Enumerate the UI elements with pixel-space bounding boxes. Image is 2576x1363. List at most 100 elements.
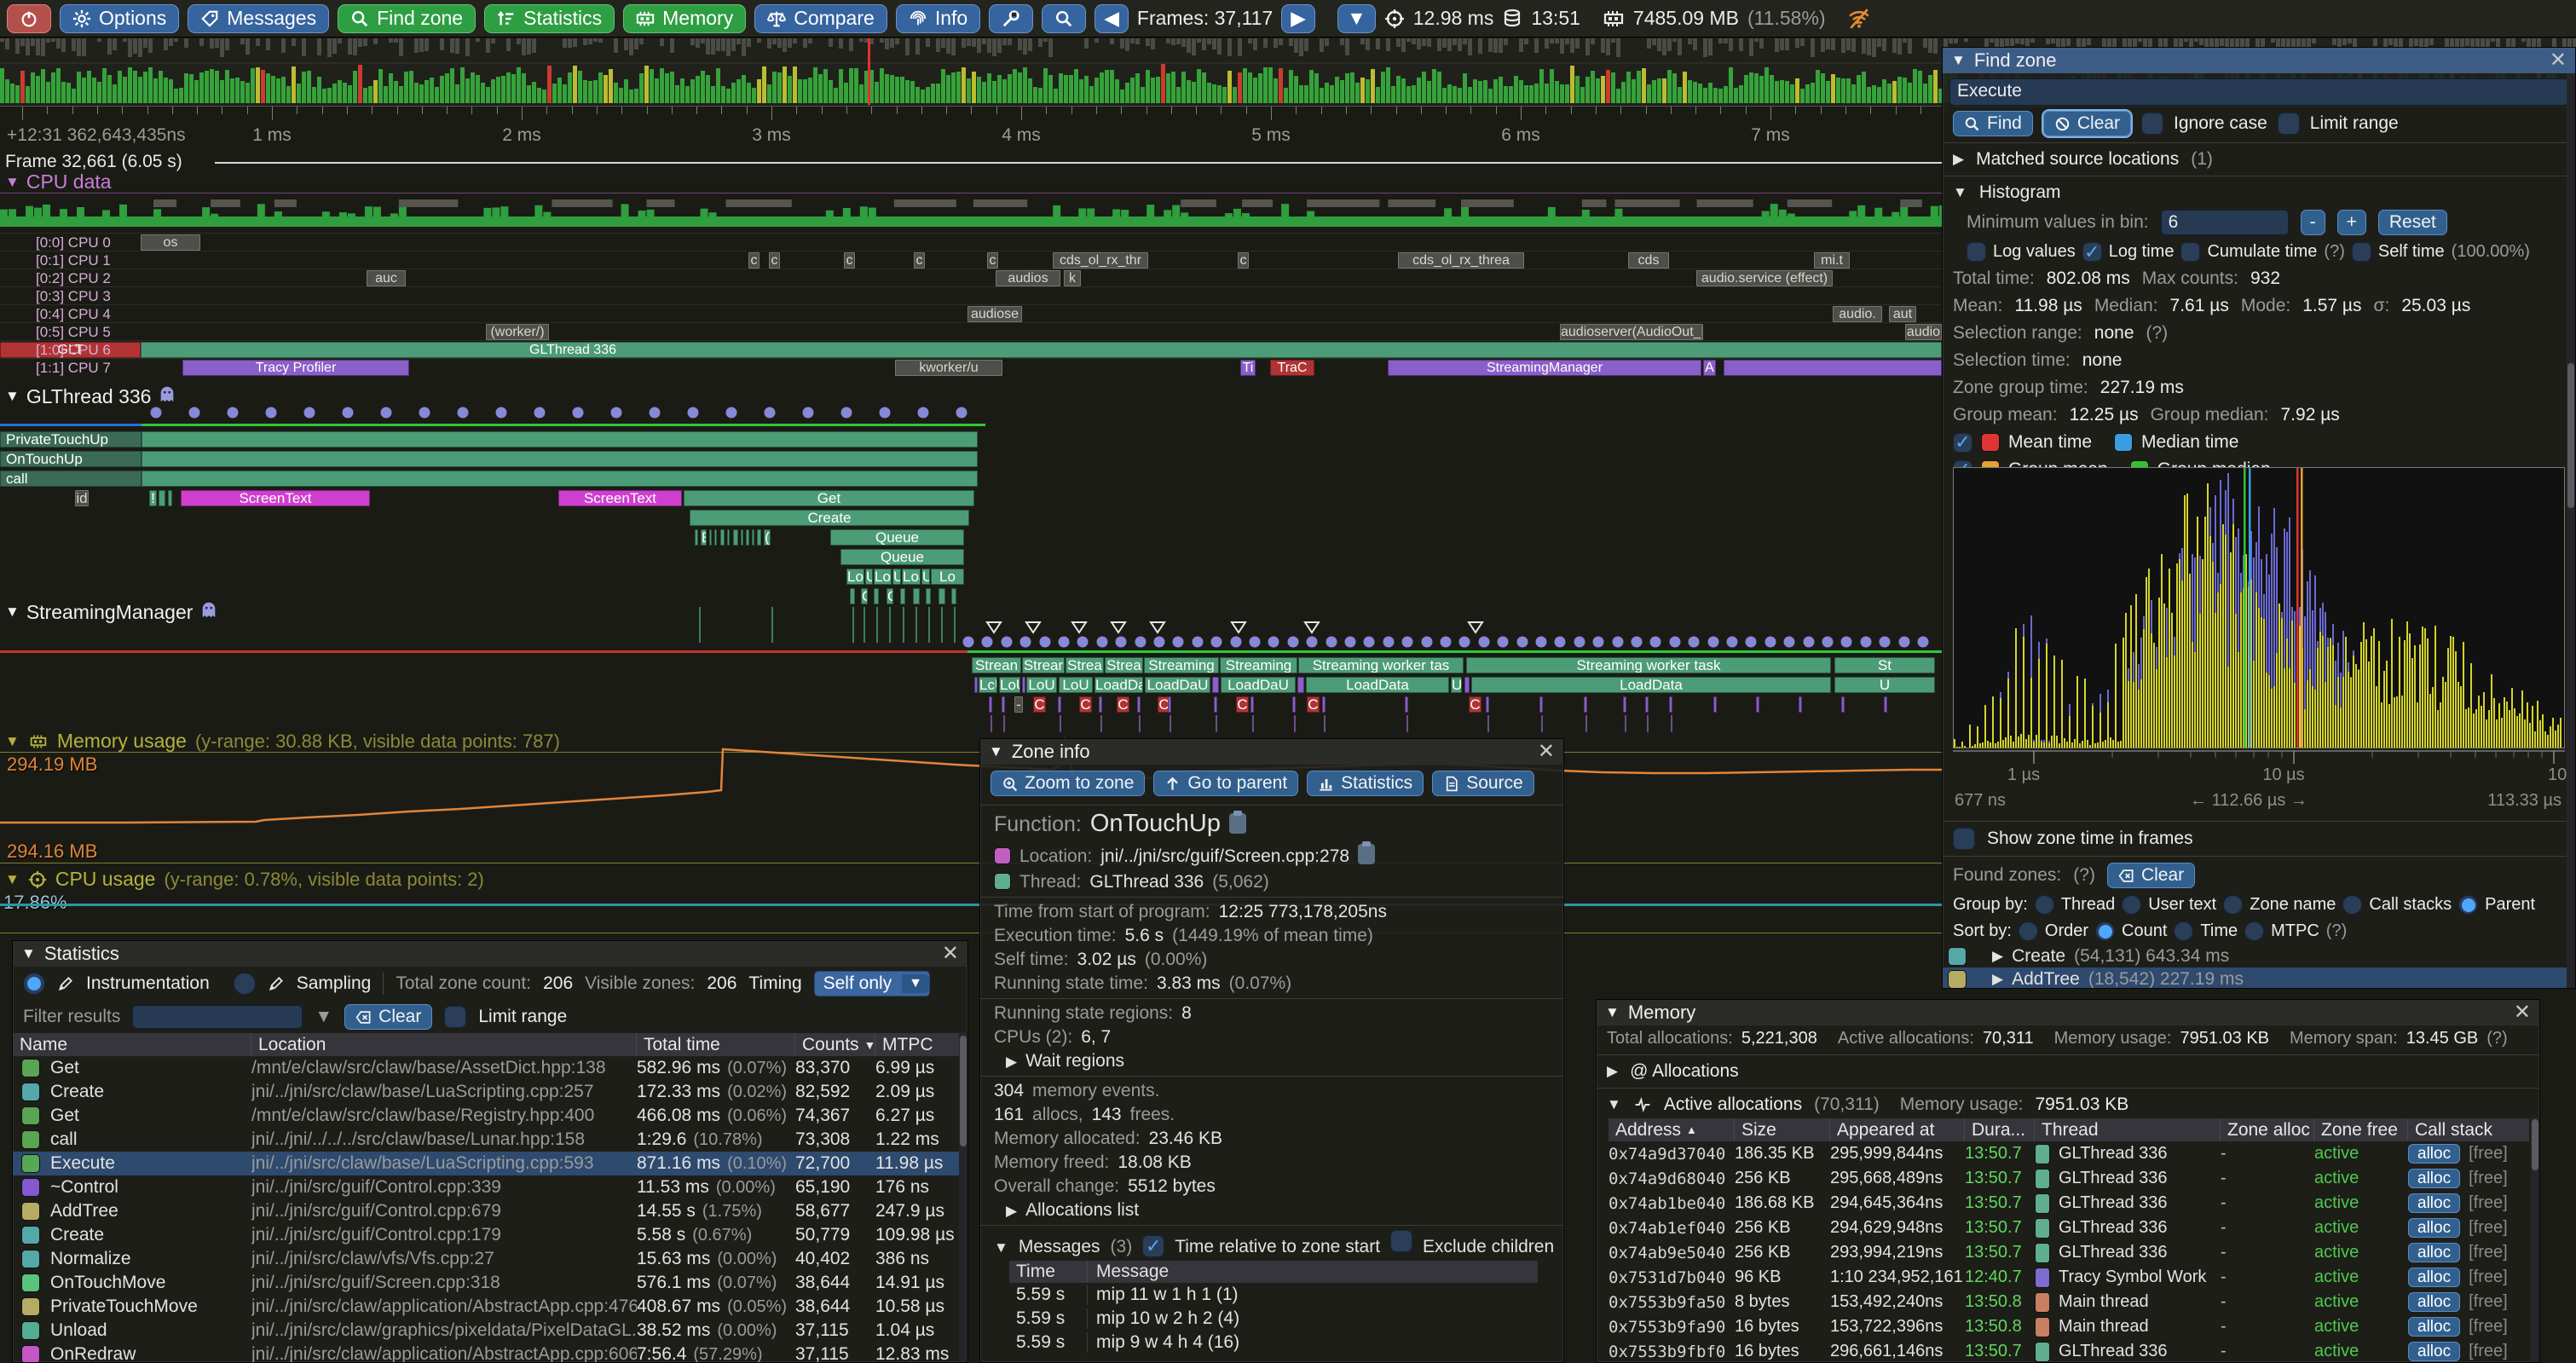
zone[interactable]: [727, 529, 730, 546]
zone[interactable]: C: [1307, 696, 1320, 713]
ghost-zones-icon[interactable]: [199, 599, 218, 625]
zone[interactable]: U: [865, 569, 873, 585]
zone[interactable]: [168, 490, 172, 506]
zone[interactable]: [1584, 696, 1587, 713]
zone[interactable]: c: [769, 252, 780, 269]
zone[interactable]: [757, 529, 761, 546]
messages-button[interactable]: Messages: [188, 3, 330, 33]
zone[interactable]: Strear: [1022, 657, 1065, 673]
table-row[interactable]: AddTree jni/../jni/src/guif/Control.cpp:6…: [13, 1199, 967, 1223]
zone[interactable]: audiose: [967, 306, 1022, 322]
table-row[interactable]: Get/mnt/e/claw/src/claw/base/AssetDict.h…: [13, 1056, 967, 1080]
zone[interactable]: A: [1703, 360, 1716, 376]
allocations-expander[interactable]: ▶ @ Allocations: [1607, 1061, 1739, 1081]
alloc-callstack-button[interactable]: alloc: [2408, 1342, 2461, 1361]
zone[interactable]: TraC: [1270, 360, 1314, 376]
zone[interactable]: [1645, 696, 1649, 713]
zone[interactable]: [926, 588, 931, 604]
zone[interactable]: LcU: [979, 677, 997, 693]
zone[interactable]: [913, 588, 920, 604]
table-row[interactable]: call jni/../jni/../../../src/claw/base/Lu…: [13, 1128, 967, 1152]
increase-bin-button[interactable]: +: [2336, 210, 2366, 235]
zone[interactable]: Queue: [830, 529, 964, 546]
allocations-list-expander[interactable]: ▶ Allocations list: [1006, 1200, 1140, 1220]
group-by-call-stacks-radio[interactable]: [2342, 895, 2363, 915]
zone[interactable]: [695, 529, 698, 546]
group-by-zone-name-radio[interactable]: [2223, 895, 2244, 915]
table-row[interactable]: Create jni/../jni/src/claw/base/LuaScript…: [13, 1080, 967, 1104]
table-row[interactable]: 0x7553b9fbf0 16 bytes 296,661,146ns 13:50.7…: [1609, 1341, 2508, 1362]
zone[interactable]: id: [75, 490, 89, 506]
find-zone-search-input[interactable]: Execute: [1949, 78, 2568, 106]
zone[interactable]: St: [1834, 657, 1935, 673]
sort-by-mtpc-radio[interactable]: [2244, 921, 2265, 941]
log-values-checkbox[interactable]: [1967, 242, 1986, 262]
funnel-icon[interactable]: ▼: [315, 1007, 333, 1026]
zone[interactable]: LoadData: [1306, 677, 1449, 693]
zoom-frame-button[interactable]: [1042, 3, 1087, 33]
zone[interactable]: Up: [921, 569, 930, 585]
info-button[interactable]: Info: [895, 3, 981, 33]
ignore-case-checkbox[interactable]: [2141, 113, 2164, 135]
table-row[interactable]: ~Control jni/../jni/src/guif/Control.cpp:…: [13, 1175, 967, 1199]
mean-median-checkbox[interactable]: ✓: [1953, 431, 1972, 453]
sort-by-count-radio[interactable]: [2095, 921, 2116, 941]
zone[interactable]: c: [1238, 252, 1249, 269]
zone[interactable]: LoU: [999, 677, 1020, 693]
streaming-section-header[interactable]: ▼ StreamingManager: [5, 599, 218, 625]
wait-regions-expander[interactable]: ▶ Wait regions: [1006, 1051, 1125, 1071]
zone[interactable]: Get: [684, 490, 974, 506]
min-bin-input[interactable]: 6: [2160, 210, 2289, 235]
zone[interactable]: k: [1064, 270, 1081, 286]
cpu-data-section-header[interactable]: ▼ CPU data: [5, 170, 112, 193]
zone[interactable]: Create: [690, 510, 969, 526]
streaming-message-markers[interactable]: [0, 621, 1942, 634]
limit-range-checkbox[interactable]: [2277, 113, 2300, 135]
zone[interactable]: LoadData: [1471, 677, 1831, 693]
time-relative-checkbox[interactable]: ✓: [1142, 1235, 1165, 1257]
zone[interactable]: [1464, 677, 1470, 693]
zone[interactable]: Loa: [874, 569, 892, 585]
zone[interactable]: Lo: [931, 569, 964, 585]
statistics-button[interactable]: Statistics: [484, 3, 615, 33]
zone[interactable]: [1713, 696, 1717, 713]
group-by-parent-radio[interactable]: [2458, 895, 2479, 915]
zone[interactable]: [1539, 696, 1543, 713]
close-icon[interactable]: ✕: [941, 942, 959, 965]
zone[interactable]: [746, 529, 749, 546]
compare-button[interactable]: Compare: [754, 3, 887, 33]
copy-clipboard-icon[interactable]: [1358, 841, 1376, 864]
tools-button[interactable]: [989, 3, 1034, 33]
close-icon[interactable]: ✕: [1537, 740, 1555, 763]
zone[interactable]: C: [1236, 696, 1249, 713]
message-row[interactable]: 5.59 s mip 11 w 1 h 1 (1): [1009, 1283, 1538, 1307]
group-by-thread-radio[interactable]: [2034, 895, 2054, 915]
zone[interactable]: [951, 588, 956, 604]
zone[interactable]: audios: [996, 270, 1060, 286]
source-button[interactable]: Source: [1432, 771, 1534, 796]
zone[interactable]: C: [1079, 696, 1092, 713]
zone[interactable]: c: [844, 252, 855, 269]
zone[interactable]: (: [764, 529, 771, 546]
found-zone-row[interactable]: ▶ AddTree (18,542) 227.19 ms: [1943, 967, 2575, 988]
cumulate-time-checkbox[interactable]: [2180, 242, 2201, 262]
go-to-parent-button[interactable]: Go to parent: [1153, 771, 1299, 796]
zone[interactable]: [1884, 696, 1887, 713]
zone[interactable]: E: [701, 529, 707, 546]
find-button[interactable]: Find: [1953, 111, 2033, 136]
zone[interactable]: [900, 588, 905, 604]
zone[interactable]: C: [887, 588, 893, 604]
zone[interactable]: -: [1014, 696, 1023, 713]
histogram-expander[interactable]: ▼ Histogram: [1953, 182, 2061, 202]
next-frame-button[interactable]: ▶: [1281, 3, 1315, 33]
sampling-radio[interactable]: [233, 973, 256, 995]
zone[interactable]: [1022, 677, 1025, 693]
table-row[interactable]: Get/mnt/e/claw/src/claw/base/Registry.hp…: [13, 1104, 967, 1128]
alloc-callstack-button[interactable]: alloc: [2408, 1292, 2461, 1312]
zone[interactable]: [1669, 696, 1672, 713]
table-row[interactable]: 0x74ab1ef040 256 KB 294,629,948ns 13:50.7 GL…: [1609, 1217, 2508, 1239]
zone[interactable]: cds_ol_rx_threa: [1398, 252, 1524, 269]
clear-filter-button[interactable]: Clear: [344, 1004, 433, 1030]
zoom-to-zone-button[interactable]: Zoom to zone: [991, 771, 1146, 796]
table-row[interactable]: 0x74a9d68040 256 KB 295,668,489ns 13:50.7 GL…: [1609, 1168, 2508, 1189]
